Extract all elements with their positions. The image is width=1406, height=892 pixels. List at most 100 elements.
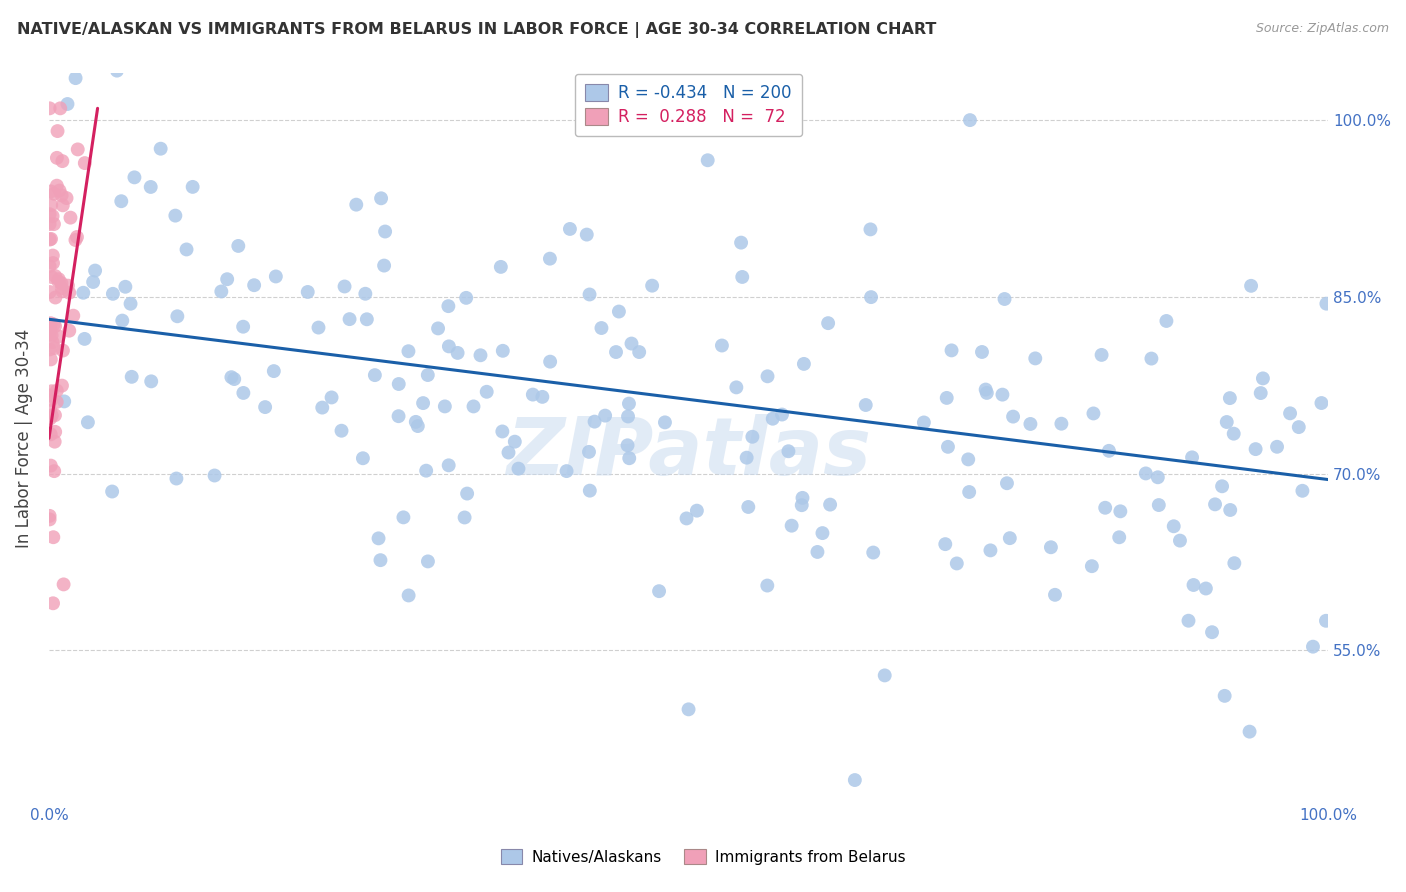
Point [370,553,392,567]
Point [42,530,65,544]
Point [232,386,254,401]
Point [617,409,640,424]
Point [77,415,100,429]
Point [1213,689,1236,703]
Point [648,584,671,599]
Point [735,450,758,465]
Point [475,384,498,399]
Point [1109,504,1132,518]
Point [811,526,834,541]
Point [583,415,606,429]
Point [141,375,163,389]
Point [993,292,1015,306]
Point [44,291,66,305]
Point [226,239,249,253]
Point [1182,578,1205,592]
Point [110,194,132,209]
Point [1195,582,1218,596]
Point [437,339,460,353]
Point [498,445,520,459]
Point [39,352,62,367]
Point [731,269,754,284]
Point [508,461,530,475]
Point [243,278,266,293]
Point [48,272,70,286]
Point [217,272,239,286]
Point [780,518,803,533]
Point [55,191,77,205]
Point [352,451,374,466]
Point [1043,588,1066,602]
Point [492,343,515,358]
Point [675,511,697,525]
Point [730,235,752,250]
Point [39,458,62,473]
Point [616,438,638,452]
Point [710,338,733,352]
Point [416,368,439,382]
Point [1291,483,1313,498]
Point [339,312,361,326]
Point [39,323,62,337]
Point [45,151,67,165]
Point [330,424,353,438]
Point [405,415,427,429]
Point [991,387,1014,401]
Legend: R = -0.434   N = 200, R =  0.288   N =  72: R = -0.434 N = 200, R = 0.288 N = 72 [575,74,801,136]
Point [38,217,60,231]
Point [39,232,62,246]
Point [387,409,409,424]
Point [575,227,598,242]
Point [862,545,884,559]
Point [1050,417,1073,431]
Point [741,430,763,444]
Point [139,180,162,194]
Point [66,142,89,156]
Legend: Natives/Alaskans, Immigrants from Belarus: Natives/Alaskans, Immigrants from Belaru… [495,843,911,871]
Point [39,404,62,418]
Point [354,286,377,301]
Point [412,396,434,410]
Point [101,484,124,499]
Point [38,101,60,115]
Point [806,545,828,559]
Point [82,275,104,289]
Text: ZIPatlas: ZIPatlas [506,414,872,491]
Point [364,368,387,383]
Point [1090,348,1112,362]
Point [264,269,287,284]
Point [1244,442,1267,456]
Point [1181,450,1204,465]
Point [538,252,561,266]
Point [406,419,429,434]
Point [62,309,84,323]
Point [437,458,460,473]
Point [121,369,143,384]
Point [149,142,172,156]
Point [790,498,813,512]
Point [124,170,146,185]
Point [793,357,815,371]
Point [42,186,65,201]
Point [979,543,1001,558]
Point [1265,440,1288,454]
Point [38,327,60,342]
Point [373,259,395,273]
Point [52,343,75,358]
Point [38,285,60,299]
Point [44,464,66,478]
Point [641,278,664,293]
Point [42,248,65,262]
Point [311,401,333,415]
Point [1302,640,1324,654]
Point [392,510,415,524]
Point [617,396,640,410]
Point [491,425,513,439]
Point [388,377,411,392]
Point [1310,396,1333,410]
Point [427,321,450,335]
Point [181,180,204,194]
Point [41,270,63,285]
Point [58,285,80,300]
Point [39,411,62,425]
